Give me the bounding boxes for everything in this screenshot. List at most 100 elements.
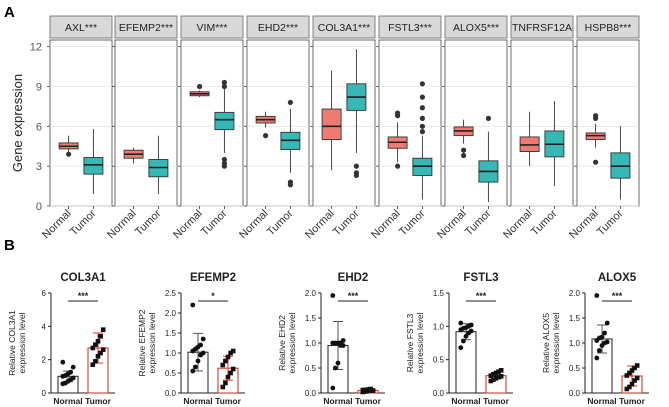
y-tick-label: 12 xyxy=(30,42,42,54)
data-point-tumor xyxy=(368,386,373,392)
panel-b-label: B xyxy=(4,237,15,254)
outlier-point xyxy=(395,163,401,169)
data-point-tumor xyxy=(488,378,494,384)
data-point-tumor xyxy=(498,368,504,373)
y-axis-title: Relative ALOX5 expression level xyxy=(541,312,561,373)
x-tick-label: Tumor xyxy=(529,207,560,238)
bar-title: EFEMP2 xyxy=(190,272,236,284)
facet-strip xyxy=(444,15,508,39)
outlier-point xyxy=(419,105,425,111)
data-point-normal xyxy=(458,320,464,326)
outlier-point xyxy=(66,151,72,157)
data-point-tumor xyxy=(632,378,637,383)
facet-title: ALOX5*** xyxy=(453,22,499,34)
data-point-tumor xyxy=(629,368,635,373)
y-tick-label: 0.5 xyxy=(305,364,317,373)
y-axis-title-line: Relative COL3A1 xyxy=(7,310,17,376)
outlier-point xyxy=(461,152,467,159)
facet-title: EHD2*** xyxy=(258,22,298,34)
outlier-point xyxy=(419,94,425,100)
y-tick-label: 4 xyxy=(42,322,47,331)
facet-title: AXL*** xyxy=(65,22,97,34)
x-tick-label: Tumor xyxy=(68,207,99,238)
data-point-normal xyxy=(330,385,336,391)
y-axis-title-line: Relative FSTL3 xyxy=(405,313,415,372)
y-tick-label: 6 xyxy=(42,289,47,298)
y-axis-title-line: expression level xyxy=(147,312,157,373)
data-point-tumor xyxy=(624,386,630,392)
x-tick-label: Normal xyxy=(237,208,271,242)
bar-title: COL3A1 xyxy=(60,272,106,284)
data-point-tumor xyxy=(634,375,640,381)
facet-strip xyxy=(312,15,376,39)
facet-panel xyxy=(378,39,442,207)
y-tick-label: 0.5 xyxy=(433,356,445,365)
data-point-tumor xyxy=(629,381,635,387)
box-tumor xyxy=(214,111,235,131)
y-axis-title: Relative EHD2 expression level xyxy=(277,312,297,373)
data-point-tumor xyxy=(228,350,233,356)
x-tick-label: Tumor xyxy=(85,396,112,406)
outlier-point xyxy=(419,81,425,87)
data-point-normal xyxy=(60,359,66,365)
data-point-tumor xyxy=(365,387,371,392)
y-axis-title: Gene expression xyxy=(10,74,25,172)
y-axis-title-line: expression level xyxy=(551,312,561,373)
bar-title: ALOX5 xyxy=(598,272,637,284)
y-tick-label: 0.5 xyxy=(569,364,581,373)
data-point-normal xyxy=(597,348,602,353)
data-point-normal xyxy=(463,333,469,339)
data-point-normal xyxy=(340,338,346,343)
facet-title: TNFRSF12A xyxy=(512,22,572,34)
facet-title: FSTL3*** xyxy=(388,22,432,34)
data-point-tumor xyxy=(230,348,236,354)
significance-label: *** xyxy=(348,291,359,301)
panel-a-label: A xyxy=(4,4,15,21)
y-tick-label: 3 xyxy=(36,161,42,173)
y-tick-label: 0.5 xyxy=(165,369,177,378)
data-point-tumor xyxy=(624,373,630,378)
y-tick-label: 2.5 xyxy=(165,289,177,298)
data-point-tumor xyxy=(90,345,96,351)
x-tick-label: Normal xyxy=(435,208,469,242)
data-point-tumor xyxy=(100,327,106,332)
outlier-point xyxy=(419,115,425,121)
x-tick-label: Normal xyxy=(183,396,212,406)
data-point-tumor xyxy=(496,374,501,380)
facet-panel xyxy=(576,39,640,207)
x-tick-label: Tumor xyxy=(595,207,626,238)
bar-title: EHD2 xyxy=(338,272,369,284)
data-point-normal xyxy=(604,339,610,345)
data-point-tumor xyxy=(632,365,637,371)
data-point-normal xyxy=(602,330,607,336)
facet-panel xyxy=(49,39,113,207)
facet-panel xyxy=(510,39,574,207)
facet-title: HSPB8*** xyxy=(585,22,632,34)
data-point-normal xyxy=(468,328,474,334)
y-axis-title-line: Relative EFEMP2 xyxy=(137,309,147,376)
y-axis-title-line: Relative EHD2 xyxy=(277,315,287,371)
data-point-tumor xyxy=(220,384,226,390)
facet-panel xyxy=(114,39,178,207)
x-tick-label: Normal xyxy=(567,208,601,242)
significance-label: *** xyxy=(78,291,89,301)
data-point-tumor xyxy=(95,339,101,344)
data-point-tumor xyxy=(496,369,501,374)
outlier-point xyxy=(593,159,599,165)
data-point-tumor xyxy=(228,370,233,376)
x-tick-label: Tumor xyxy=(331,207,362,238)
facet-title: EFEMP2*** xyxy=(119,22,173,34)
x-tick-label: Normal xyxy=(40,208,74,242)
data-point-tumor xyxy=(493,370,499,376)
box-tumor xyxy=(83,157,104,175)
x-tick-label: Tumor xyxy=(483,396,510,406)
data-point-tumor xyxy=(225,354,231,360)
x-tick-label: Normal xyxy=(105,208,139,242)
x-tick-label: Tumor xyxy=(619,396,646,406)
y-tick-label: 1.0 xyxy=(165,349,177,358)
y-axis-title-line: Relative ALOX5 xyxy=(541,313,551,373)
outlier-point xyxy=(221,79,227,86)
y-tick-label: 6 xyxy=(36,121,42,133)
x-tick-label: Tumor xyxy=(265,207,296,238)
data-point-tumor xyxy=(225,374,231,380)
